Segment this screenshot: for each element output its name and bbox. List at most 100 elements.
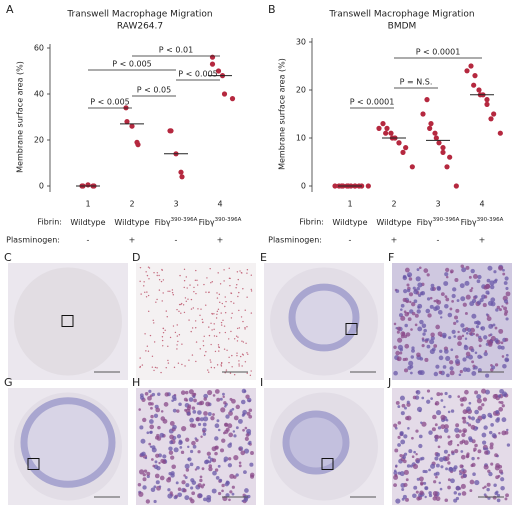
plasminogen-label: -	[437, 236, 440, 245]
cell	[470, 268, 475, 274]
cell	[412, 493, 417, 499]
cell	[471, 456, 475, 461]
data-point	[447, 154, 453, 160]
cell	[173, 495, 178, 500]
cell	[421, 396, 425, 400]
fibrin-label: Wildtype	[376, 218, 411, 227]
cell	[448, 467, 454, 472]
fibrin-label: Fibγ390-396A	[199, 217, 242, 227]
cell	[195, 269, 197, 272]
cell	[397, 443, 401, 447]
cell	[395, 289, 400, 293]
cell	[228, 411, 233, 416]
cell	[434, 456, 439, 461]
cell	[244, 488, 249, 493]
panel-label: F	[388, 251, 394, 264]
cell	[205, 291, 207, 293]
cell	[476, 456, 480, 460]
cell	[460, 403, 464, 407]
cell	[395, 498, 401, 504]
cell	[178, 310, 180, 313]
cell	[505, 353, 509, 357]
cell	[484, 350, 488, 353]
cell	[216, 419, 220, 423]
cell	[454, 277, 459, 282]
panel-label: I	[260, 376, 263, 389]
cell	[459, 464, 464, 469]
cell	[482, 303, 487, 308]
cell	[505, 286, 509, 291]
cell	[155, 480, 160, 485]
cell	[138, 491, 144, 497]
cell	[471, 298, 477, 304]
cell	[143, 285, 145, 287]
panel-label: D	[132, 251, 140, 264]
cell	[498, 407, 504, 412]
cell	[190, 486, 194, 490]
cell	[495, 409, 500, 414]
cell	[166, 316, 168, 318]
cell	[443, 405, 446, 409]
cell	[415, 452, 418, 456]
cell	[228, 498, 231, 502]
data-point	[168, 128, 174, 134]
cell	[440, 316, 443, 319]
y-tick-label: 0	[301, 182, 306, 191]
cell	[412, 463, 419, 470]
cell	[444, 272, 449, 277]
cell	[248, 408, 253, 413]
cell	[465, 351, 471, 357]
cell	[228, 432, 234, 438]
cell	[170, 471, 175, 476]
panel-label: J	[387, 376, 391, 389]
cell	[494, 363, 499, 367]
cell	[225, 369, 228, 371]
cell	[183, 397, 188, 402]
cell	[245, 433, 250, 437]
zoom-box	[345, 323, 358, 335]
panel-label: H	[132, 376, 140, 389]
y-axis-label: Membrane surface area (%)	[278, 58, 287, 170]
cell	[417, 303, 423, 309]
data-point	[380, 121, 386, 127]
cell	[250, 312, 253, 314]
cell	[159, 432, 165, 438]
micrograph	[392, 388, 512, 505]
cell	[471, 313, 477, 319]
cell	[476, 279, 481, 284]
cell	[224, 331, 227, 334]
cell	[406, 288, 411, 293]
cell	[250, 451, 254, 455]
cell	[193, 398, 197, 403]
cell	[151, 366, 154, 368]
p-value: P < 0.005	[178, 70, 218, 79]
cell	[439, 349, 443, 353]
cell	[177, 340, 179, 343]
cell	[405, 299, 410, 304]
cell	[221, 483, 225, 488]
cell	[223, 280, 225, 282]
cell	[194, 320, 197, 322]
data-point	[396, 140, 402, 146]
cell	[189, 417, 194, 423]
cell	[176, 409, 180, 413]
cell	[197, 450, 201, 454]
cell	[237, 295, 239, 298]
data-point	[436, 140, 442, 146]
cell	[416, 352, 421, 358]
cell	[393, 370, 398, 376]
cell	[464, 344, 467, 348]
cell	[145, 271, 147, 273]
cell	[485, 447, 489, 451]
cell	[460, 450, 464, 453]
cell	[209, 359, 211, 361]
cell	[419, 490, 424, 495]
cell	[419, 319, 424, 325]
cell	[242, 428, 245, 432]
cell	[482, 397, 488, 402]
cell	[146, 474, 150, 479]
cell	[450, 409, 455, 413]
cell	[148, 389, 152, 393]
cell	[191, 354, 194, 356]
cell	[185, 437, 190, 442]
